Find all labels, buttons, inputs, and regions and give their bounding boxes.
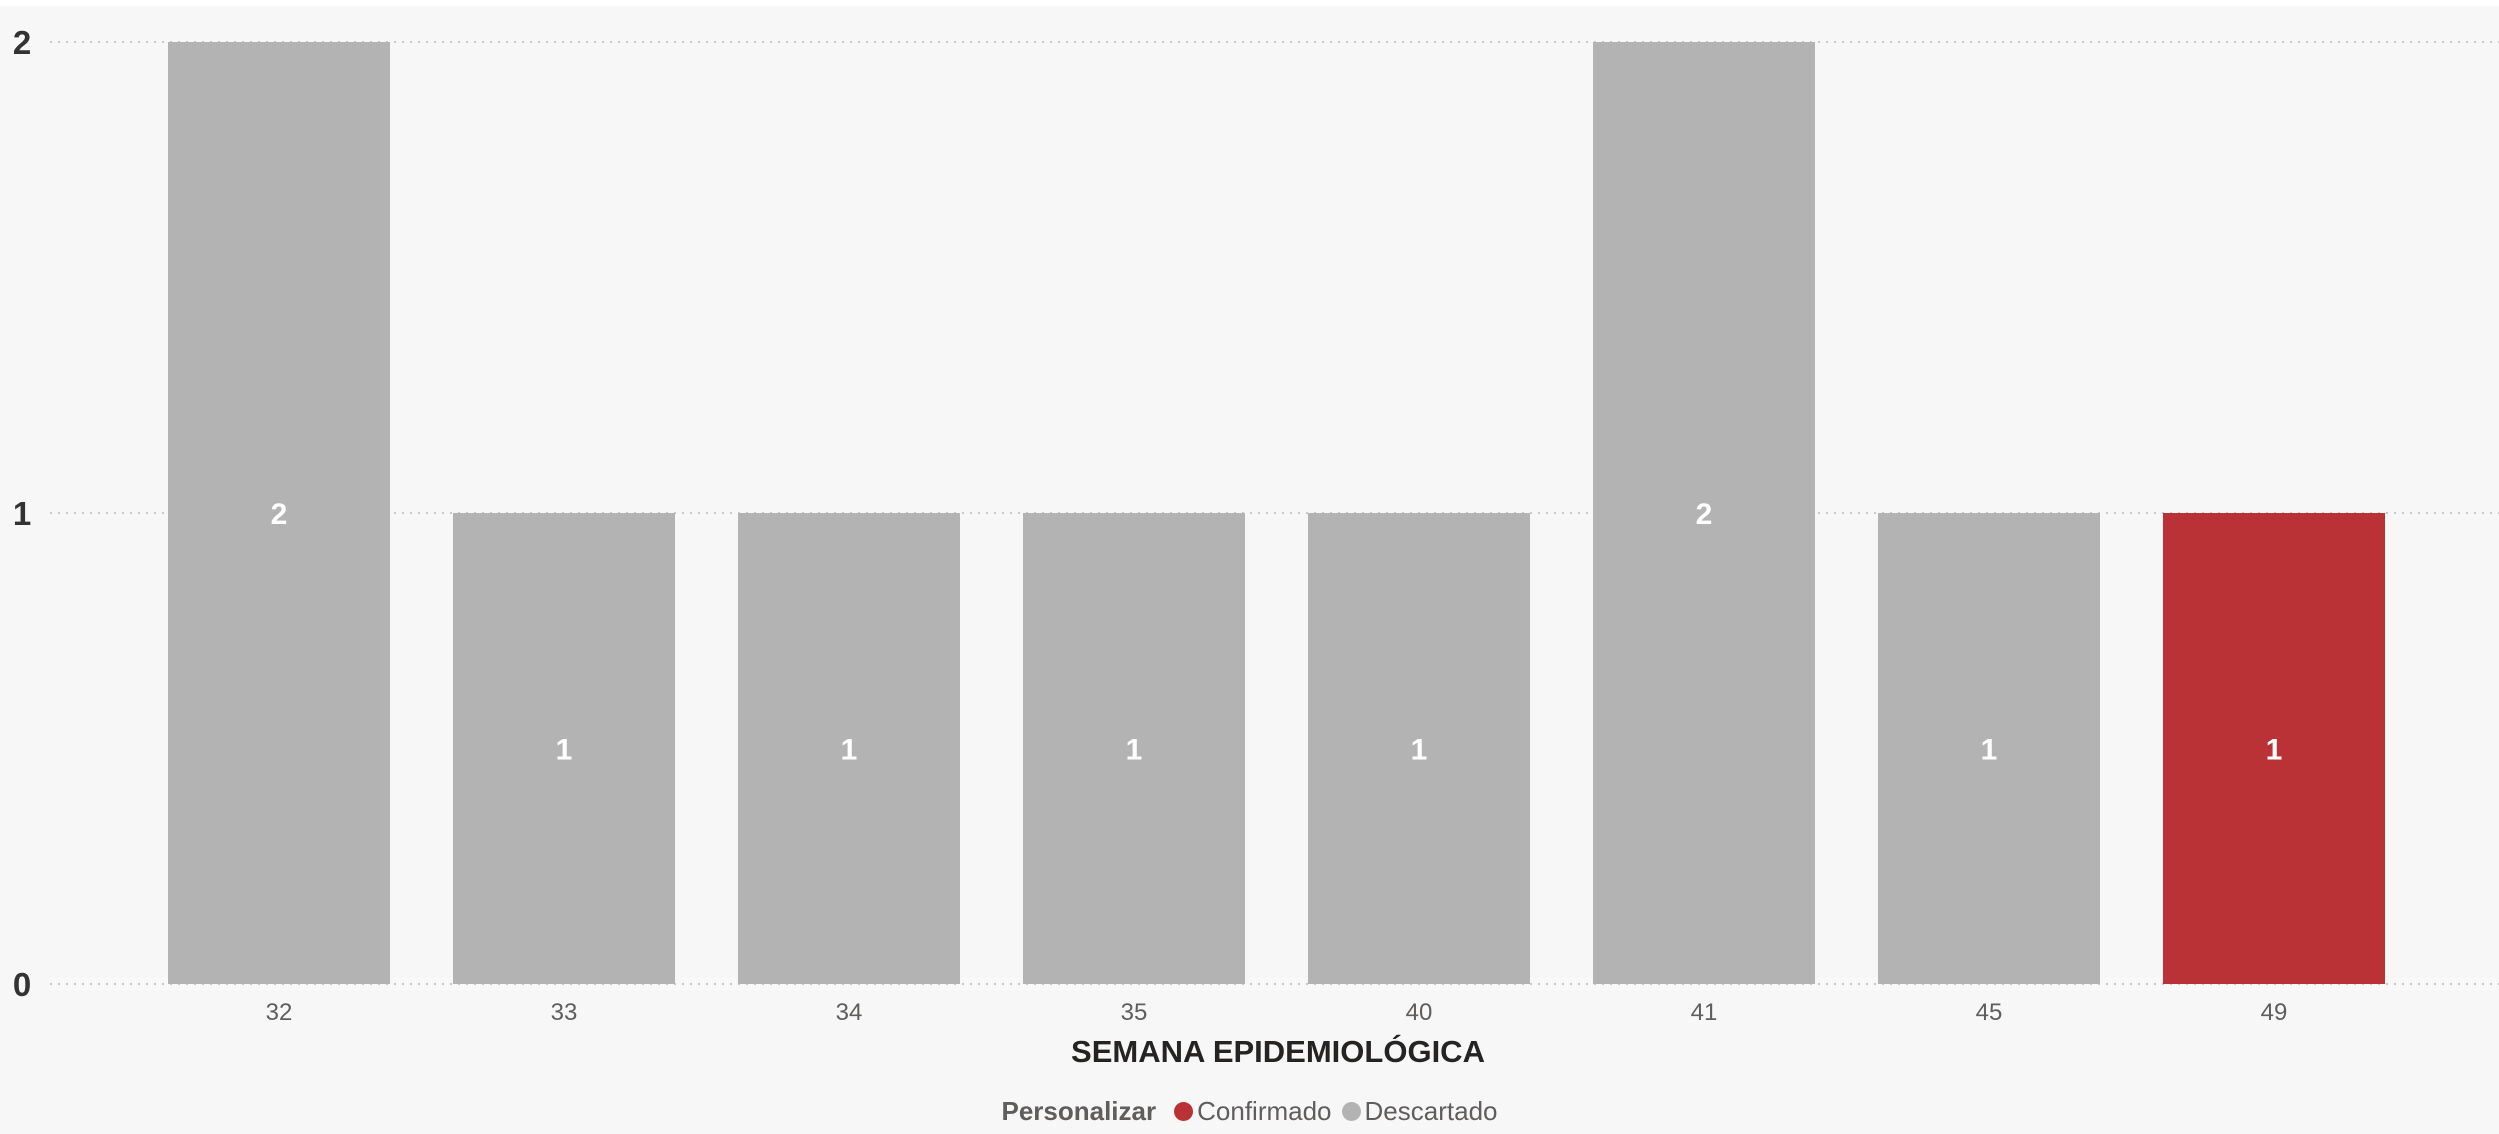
data-label-40: 1: [1411, 734, 1428, 767]
legend-item-descartado[interactable]: Descartado: [1341, 1095, 1498, 1127]
bar-chart: 0 1 2 2 1 1 1 1 2 1 1 32 33 34 35 40 41 45 49 SEMANA EPI…: [13, 24, 2499, 1069]
bar-descartado-33: [453, 513, 675, 984]
legend-item-confirmado[interactable]: Confirmado: [1174, 1095, 1332, 1127]
legend-marker-descartado: [1341, 1101, 1361, 1121]
data-labels: 2 1 1 1 1 2 1 1: [271, 498, 2283, 767]
legend: Personalizar Confirmado Descartado: [0, 1091, 2499, 1131]
gridlines: [50, 41, 2499, 985]
y-axis: 0 1 2: [13, 24, 31, 1003]
bar-descartado-41: [1593, 42, 1815, 984]
x-axis-title: SEMANA EPIDEMIOLÓGICA: [1071, 1033, 1485, 1069]
legend-label-descartado: Descartado: [1364, 1095, 1498, 1126]
x-tick-label-45: 45: [1976, 999, 2003, 1026]
x-tick-label-49: 49: [2261, 999, 2288, 1026]
data-label-32: 2: [271, 498, 288, 531]
data-label-35: 1: [1126, 734, 1143, 767]
data-label-34: 1: [841, 734, 858, 767]
legend-title: Personalizar: [1001, 1095, 1157, 1126]
x-tick-label-32: 32: [266, 999, 293, 1026]
bar-descartado-32: [168, 42, 390, 984]
bar-descartado-35: [1023, 513, 1245, 984]
legend-marker-confirmado: [1174, 1101, 1194, 1121]
bar-descartado-34: [738, 513, 960, 984]
x-axis: 32 33 34 35 40 41 45 49: [266, 999, 2288, 1026]
chart-visual: 0 1 2 2 1 1 1 1 2 1 1 32 33 34 35 40 41 45 49 SEMANA EPI…: [0, 6, 2499, 1134]
x-tick-label-34: 34: [836, 999, 863, 1026]
bar-confirmado-49: [2163, 513, 2385, 984]
bar-descartado-40: [1308, 513, 1530, 984]
y-tick-label: 0: [13, 966, 31, 1003]
x-tick-label-33: 33: [551, 999, 578, 1026]
x-tick-label-40: 40: [1406, 999, 1433, 1026]
bar-descartado-45: [1878, 513, 2100, 984]
bars: [168, 42, 2385, 984]
data-label-33: 1: [556, 734, 573, 767]
x-tick-label-41: 41: [1691, 999, 1718, 1026]
x-tick-label-35: 35: [1121, 999, 1148, 1026]
data-label-49: 1: [2266, 734, 2283, 767]
data-label-45: 1: [1981, 734, 1998, 767]
legend-label-confirmado: Confirmado: [1197, 1095, 1332, 1126]
y-tick-label: 2: [13, 24, 31, 61]
y-tick-label: 1: [13, 495, 31, 532]
data-label-41: 2: [1696, 498, 1713, 531]
